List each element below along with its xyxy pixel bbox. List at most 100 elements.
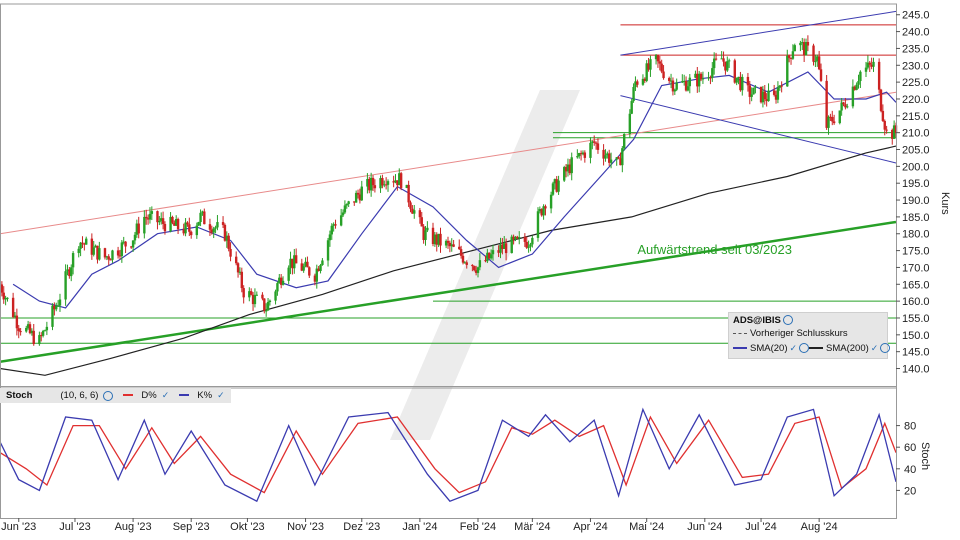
candle-body [476, 267, 480, 273]
candle-body [594, 142, 598, 144]
candle-body [43, 330, 47, 332]
candle-body [503, 243, 506, 249]
candle-body [407, 184, 410, 203]
y-tick-label: 160.0 [902, 296, 930, 308]
candle-body [234, 256, 238, 264]
candle-body [750, 94, 753, 97]
check-icon[interactable]: ✓ [870, 343, 879, 353]
check-icon[interactable]: ✓ [161, 390, 170, 400]
candle-body [596, 143, 600, 150]
candle-body [274, 291, 277, 301]
y-tick-label: 205.0 [902, 145, 930, 157]
candle-body [19, 331, 22, 333]
candle-body [263, 298, 266, 311]
candle-body [877, 61, 881, 90]
candle-body [249, 291, 253, 295]
candle-body [356, 192, 360, 195]
candle-body [463, 262, 467, 264]
y-tick-label: 245.0 [902, 10, 930, 22]
candle-body [720, 58, 723, 60]
stoch-tick-label: 40 [904, 464, 916, 476]
candle-body [531, 237, 534, 245]
sma200-line [0, 145, 897, 376]
candle-body [465, 262, 468, 265]
candle-body [68, 269, 71, 277]
candle-body [829, 116, 832, 118]
candle-body [491, 250, 495, 255]
candle-body [538, 209, 542, 212]
candle-body [529, 244, 532, 247]
candle-body [32, 330, 35, 345]
candle-body [371, 177, 375, 186]
candle-body [189, 231, 193, 236]
candle-body [96, 245, 99, 260]
candle-body [741, 76, 744, 91]
candle-body [504, 243, 508, 254]
x-tick-label: Aug '24 [801, 521, 838, 533]
candle-body [581, 152, 585, 155]
candle-body [315, 268, 318, 282]
candle-body [523, 237, 527, 242]
candle-body [859, 71, 862, 82]
candle-body [85, 238, 88, 245]
candle-body [347, 201, 350, 205]
y-tick-label: 170.0 [902, 262, 930, 274]
settings-icon[interactable] [880, 343, 891, 354]
candle-body [450, 244, 453, 247]
x-tick-label: Okt '23 [230, 521, 265, 533]
candle-body [688, 77, 692, 87]
sma20-line [12, 71, 897, 309]
candle-body [214, 227, 217, 229]
candle-body [169, 216, 172, 232]
candle-body [223, 224, 227, 241]
candle-body [814, 61, 817, 63]
candle-body [853, 86, 856, 90]
candle-body [643, 78, 647, 81]
check-icon[interactable]: ✓ [217, 390, 225, 400]
candle-body [589, 142, 592, 158]
settings-icon[interactable] [782, 315, 793, 326]
candle-body [675, 82, 678, 90]
candle-body [264, 310, 268, 312]
candle-body [313, 275, 317, 282]
candle-body [71, 253, 75, 268]
candle-body [838, 110, 841, 124]
candle-body [804, 42, 808, 56]
check-icon[interactable]: ✓ [789, 343, 798, 353]
candle-body [197, 222, 200, 226]
candle-body [647, 63, 650, 70]
candle-body [555, 179, 558, 192]
sma200-swatch [809, 347, 823, 350]
candle-body [79, 242, 82, 249]
candle-body [621, 148, 624, 166]
candle-body [433, 234, 437, 245]
candle-body [767, 90, 770, 102]
candle-body [300, 263, 303, 271]
axis-layer: 140.0 145.0 150.0 155.0 160.0 165.0 170.0 175.0… [0, 3, 930, 533]
candle-body [846, 106, 849, 108]
candle-body [103, 248, 107, 258]
candle-body [801, 42, 804, 44]
candle-body [291, 258, 294, 269]
candle-body [175, 219, 178, 226]
x-tick-label: Mär '24 [514, 521, 550, 533]
y-tick-label: 145.0 [902, 347, 930, 359]
candle-body [583, 152, 587, 158]
candle-body [461, 255, 465, 263]
y-tick-label: 215.0 [902, 111, 930, 123]
candle-body [542, 206, 545, 216]
candle-body [787, 55, 791, 58]
candle-body [615, 157, 618, 160]
candle-body [473, 266, 476, 271]
candle-body [549, 194, 553, 209]
candle-body [26, 324, 30, 328]
settings-icon[interactable] [799, 343, 810, 354]
candle-body [851, 86, 855, 107]
candle-body [759, 86, 763, 103]
settings-icon[interactable] [103, 390, 114, 401]
candle-body [628, 113, 632, 134]
candle-body [248, 291, 251, 298]
candle-body [41, 330, 45, 336]
candle-body [737, 76, 740, 78]
